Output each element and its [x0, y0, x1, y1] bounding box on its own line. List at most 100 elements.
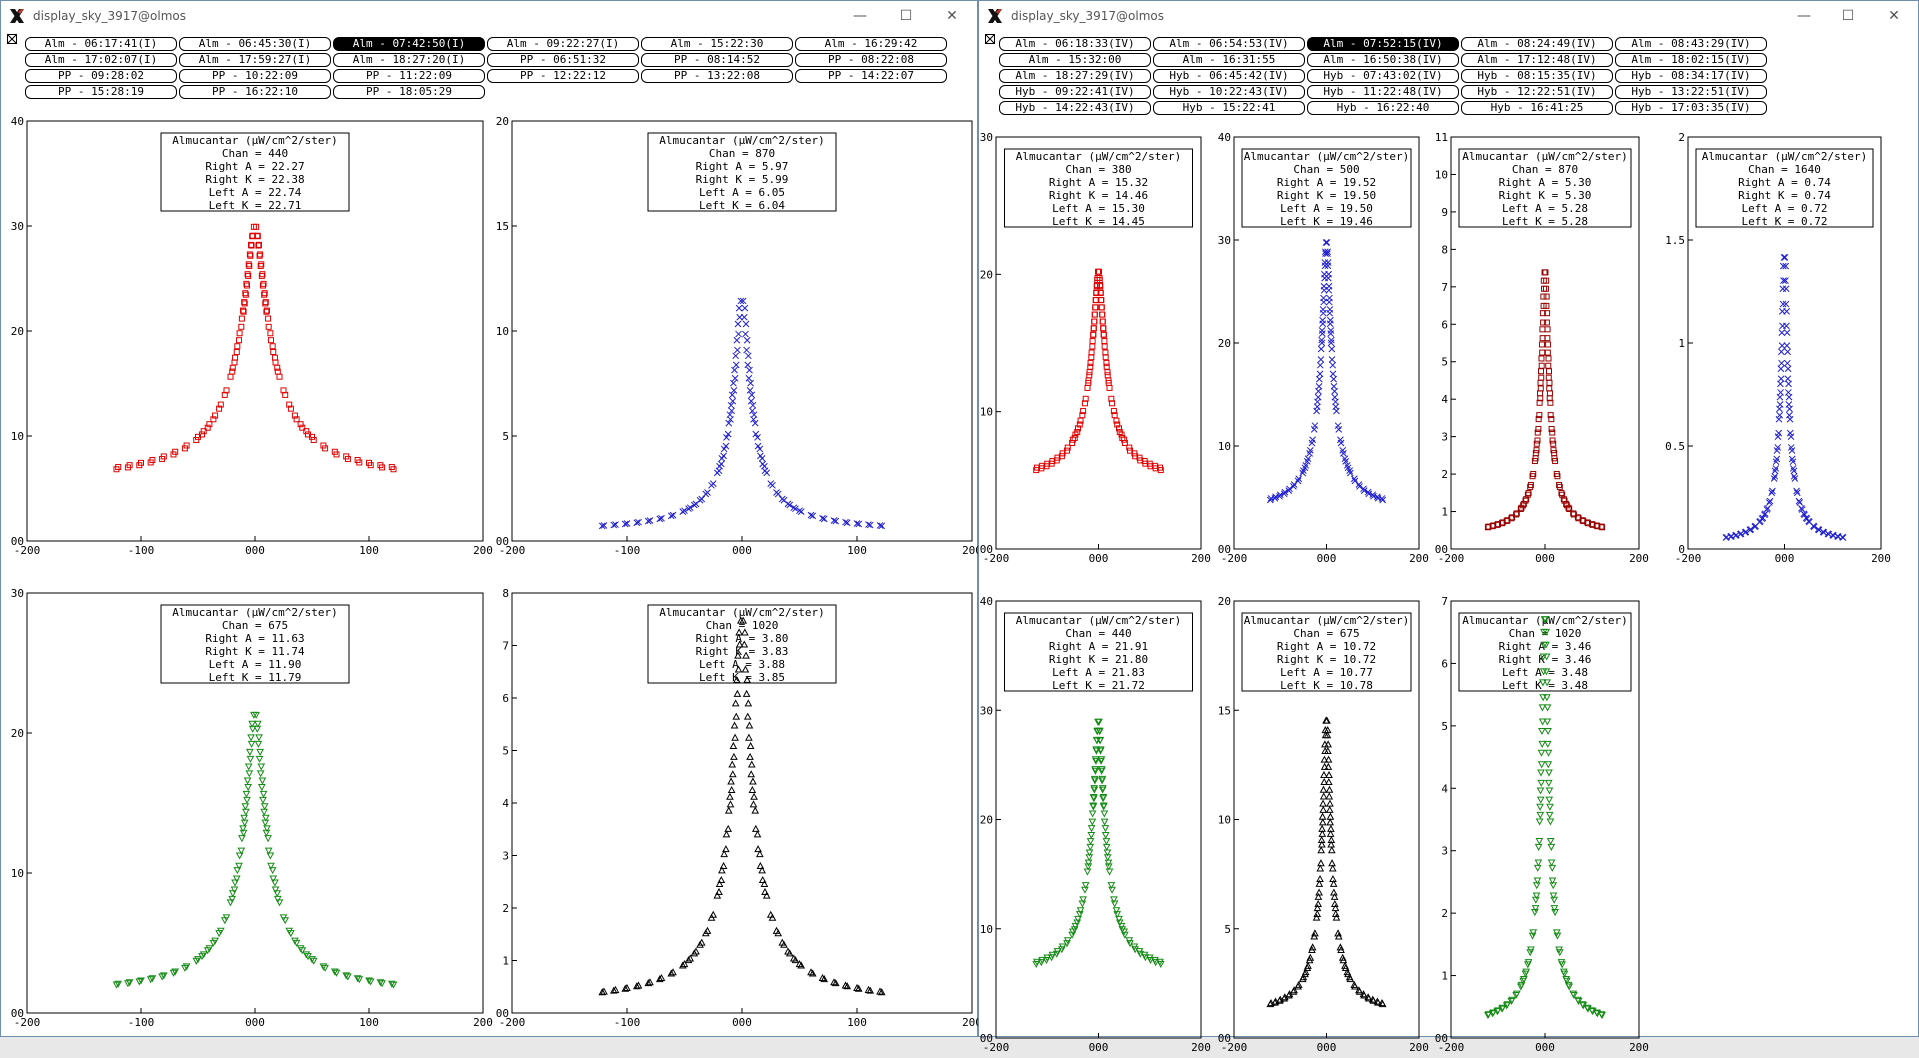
measurement-button[interactable]: Alm - 18:02:15(IV)	[1615, 53, 1767, 67]
measurement-button[interactable]: PP - 14:22:07	[795, 69, 947, 83]
measurement-button[interactable]: Alm - 18:27:20(I)	[333, 53, 485, 67]
measurement-button[interactable]: Hyb - 12:22:51(IV)	[1461, 85, 1613, 99]
data-point	[258, 777, 267, 785]
measurement-button[interactable]: Alm - 17:59:27(I)	[179, 53, 331, 67]
legend-value: Left K = 3.48	[1502, 679, 1588, 692]
measurement-button[interactable]: Hyb - 09:22:41(IV)	[999, 85, 1151, 99]
data-point	[260, 808, 268, 816]
panel-close-icon[interactable]	[985, 34, 995, 44]
data-point	[1521, 970, 1530, 978]
measurement-button[interactable]: PP - 10:22:09	[179, 69, 331, 83]
measurement-button[interactable]: Alm - 08:43:29(IV)	[1615, 37, 1767, 51]
measurement-button[interactable]: PP - 15:28:19	[25, 85, 177, 99]
data-point	[1839, 534, 1847, 541]
legend-title: Almucantar (µW/cm^2/ster)	[1702, 150, 1868, 163]
measurement-button[interactable]: Alm - 16:31:55	[1153, 53, 1305, 67]
data-point	[797, 508, 805, 515]
y-tick-label: 1	[1678, 337, 1685, 350]
data-point	[1302, 461, 1310, 469]
measurement-button[interactable]: PP - 09:28:02	[25, 69, 177, 83]
maximize-icon[interactable]: ☐	[1841, 8, 1855, 24]
measurement-button[interactable]: Alm - 15:22:30	[641, 37, 793, 51]
data-point	[732, 352, 740, 360]
data-point	[1098, 786, 1107, 794]
measurement-button[interactable]: Alm - 07:52:15(IV)	[1307, 37, 1459, 51]
left-window-titlebar[interactable]: display_sky_3917@olmos — ☐ ✕	[1, 1, 977, 31]
right-window-titlebar[interactable]: display_sky_3917@olmos — ☐ ✕	[979, 1, 1918, 31]
data-point	[1542, 653, 1551, 661]
y-tick-label: 15	[1218, 704, 1231, 717]
measurement-button[interactable]: Hyb - 16:41:25	[1461, 101, 1613, 115]
close-icon[interactable]: ✕	[946, 8, 958, 24]
x-tick-label: 000	[245, 544, 265, 557]
data-point	[204, 424, 211, 431]
y-tick-label: 2	[1678, 131, 1685, 144]
data-point	[1548, 425, 1555, 432]
measurement-button[interactable]: Hyb - 06:45:42(IV)	[1153, 69, 1305, 83]
minimize-icon[interactable]: —	[1797, 8, 1811, 24]
measurement-button[interactable]: PP - 08:22:08	[795, 53, 947, 67]
close-icon[interactable]: ✕	[1888, 8, 1900, 24]
data-point	[1076, 421, 1083, 428]
measurement-button[interactable]: Alm - 09:22:27(I)	[487, 37, 639, 51]
panel-close-icon[interactable]	[7, 34, 17, 44]
measurement-button[interactable]: Alm - 17:12:48(IV)	[1461, 53, 1613, 67]
x-tick-label: -200	[14, 544, 41, 557]
measurement-button[interactable]: Alm - 16:50:38(IV)	[1307, 53, 1459, 67]
data-point	[746, 741, 755, 749]
measurement-button[interactable]: PP - 06:51:32	[487, 53, 639, 67]
measurement-button[interactable]: Alm - 06:45:30(I)	[179, 37, 331, 51]
data-point	[253, 725, 262, 733]
data-point	[1339, 956, 1348, 964]
maximize-icon[interactable]: ☐	[899, 8, 913, 24]
data-point	[621, 984, 630, 992]
measurement-button[interactable]: Alm - 15:32:00	[999, 53, 1151, 67]
data-point	[1784, 365, 1792, 373]
measurement-button[interactable]: Alm - 06:18:33(IV)	[999, 37, 1151, 51]
measurement-button[interactable]: Alm - 07:42:50(I)	[333, 37, 485, 51]
data-point	[263, 308, 270, 315]
x-tick-label: 100	[847, 544, 867, 557]
measurement-button[interactable]: Alm - 06:17:41(I)	[25, 37, 177, 51]
y-tick-label: 5	[502, 745, 509, 758]
data-point	[853, 983, 861, 991]
data-point	[1303, 963, 1312, 972]
measurement-button[interactable]: Hyb - 13:22:51(IV)	[1615, 85, 1767, 99]
data-point	[257, 784, 266, 792]
data-point	[1117, 922, 1126, 930]
measurement-button[interactable]: Alm - 17:02:07(I)	[25, 53, 177, 67]
data-point	[1327, 330, 1335, 337]
data-point	[1087, 832, 1096, 840]
data-point	[274, 364, 281, 371]
measurement-button[interactable]: Hyb - 11:22:48(IV)	[1307, 85, 1459, 99]
measurement-button[interactable]: PP - 16:22:10	[179, 85, 331, 99]
data-point	[1089, 803, 1098, 811]
data-point	[1535, 818, 1544, 826]
measurement-button[interactable]: Alm - 08:24:49(IV)	[1461, 37, 1613, 51]
measurement-button[interactable]: Alm - 06:54:53(IV)	[1153, 37, 1305, 51]
measurement-button[interactable]: Hyb - 17:03:35(IV)	[1615, 101, 1767, 115]
measurement-button[interactable]: PP - 11:22:09	[333, 69, 485, 83]
data-point	[1534, 843, 1543, 851]
measurement-button[interactable]: PP - 18:05:29	[333, 85, 485, 99]
measurement-button[interactable]: Hyb - 16:22:40	[1307, 101, 1459, 115]
measurement-button[interactable]: PP - 12:22:12	[487, 69, 639, 83]
data-point	[1801, 511, 1808, 519]
measurement-button[interactable]: Hyb - 08:15:35(IV)	[1461, 69, 1613, 83]
y-tick-label: 20	[980, 268, 993, 281]
measurement-button[interactable]: Alm - 16:29:42	[795, 37, 947, 51]
minimize-icon[interactable]: —	[853, 8, 867, 24]
measurement-button[interactable]: Hyb - 08:34:17(IV)	[1615, 69, 1767, 83]
measurement-button[interactable]: Alm - 18:27:29(IV)	[999, 69, 1151, 83]
data-point	[1770, 475, 1778, 482]
data-point	[1768, 489, 1776, 497]
data-point	[853, 520, 861, 527]
measurement-button[interactable]: Hyb - 15:22:41	[1153, 101, 1305, 115]
data-point	[1308, 946, 1316, 954]
measurement-button[interactable]: Hyb - 07:43:02(IV)	[1307, 69, 1459, 83]
measurement-button[interactable]: Hyb - 14:22:43(IV)	[999, 101, 1151, 115]
measurement-button[interactable]: PP - 13:22:08	[641, 69, 793, 83]
data-point	[1539, 679, 1547, 687]
measurement-button[interactable]: PP - 08:14:52	[641, 53, 793, 67]
measurement-button[interactable]: Hyb - 10:22:43(IV)	[1153, 85, 1305, 99]
